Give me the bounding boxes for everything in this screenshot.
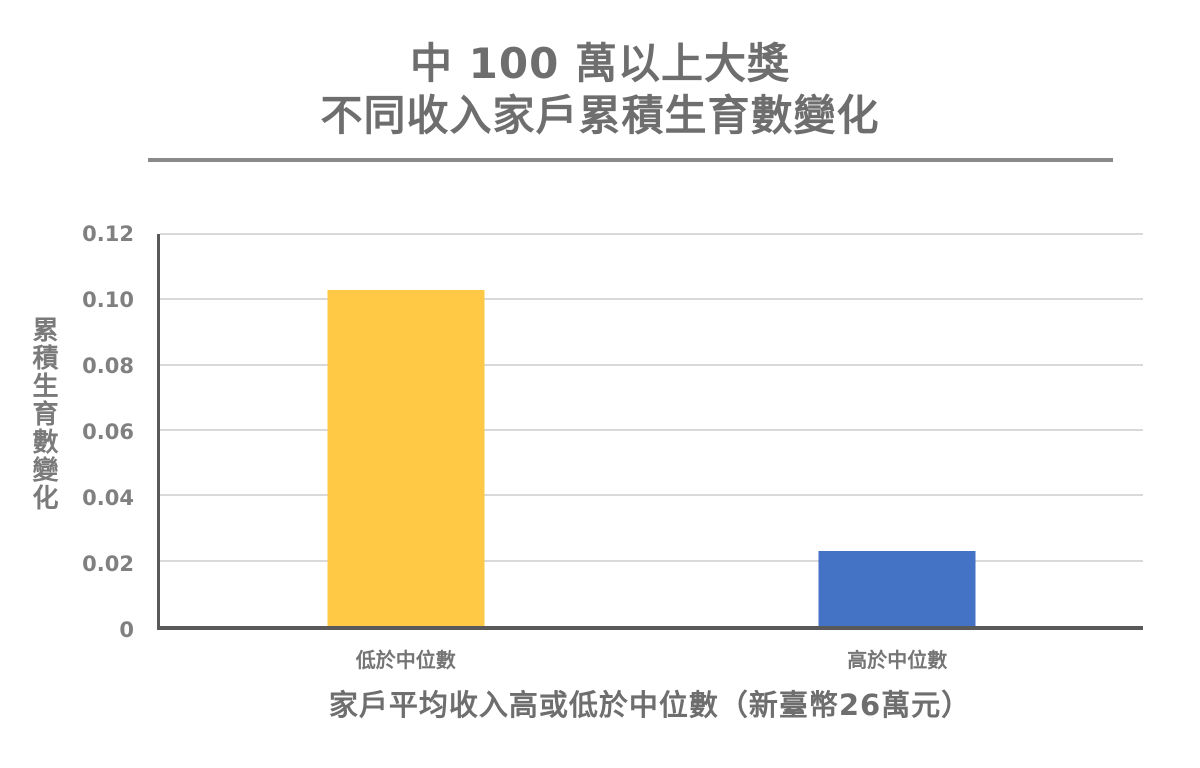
- y-tick-label: 0.08: [82, 354, 134, 379]
- gridline: [160, 363, 1143, 366]
- y-axis-title: 累積生育數變化: [28, 316, 58, 512]
- category-label: 低於中位數: [355, 648, 456, 672]
- x-axis-title: 家戶平均收入高或低於中位數（新臺幣26萬元）: [328, 688, 972, 722]
- gridline: [160, 429, 1143, 431]
- y-tick-label: 0.06: [82, 420, 134, 444]
- bar-1: [327, 289, 485, 626]
- y-tick-label: 0.02: [82, 552, 134, 577]
- y-tick-label: 0.10: [82, 288, 134, 312]
- y-tick-label: 0: [119, 618, 134, 642]
- chart-title: 中 100 萬以上大獎 不同收入家戶累積生育數變化: [0, 38, 1200, 142]
- gridline: [160, 559, 1143, 562]
- title-divider: [148, 158, 1113, 162]
- bar-slot: 高於中位數: [652, 234, 1144, 672]
- category-label: 高於中位數: [847, 648, 948, 672]
- gridline: [160, 298, 1143, 301]
- gridline: [160, 494, 1143, 497]
- chart-title-line2: 不同收入家戶累積生育數變化: [320, 91, 880, 140]
- gridline: [160, 233, 1143, 235]
- y-tick-label: 0.04: [82, 486, 134, 511]
- bar-slot: 低於中位數: [160, 234, 652, 672]
- y-tick-labels: 0 0.02 0.04 0.06 0.08 0.10 0.12: [0, 223, 134, 641]
- chart-title-line1: 中 100 萬以上大獎: [410, 39, 790, 88]
- bars-container: 低於中位數 高於中位數: [160, 234, 1144, 672]
- plot-area: 低於中位數 高於中位數: [157, 233, 1144, 672]
- bar-2: [818, 550, 976, 626]
- y-tick-label: 0.12: [82, 222, 134, 246]
